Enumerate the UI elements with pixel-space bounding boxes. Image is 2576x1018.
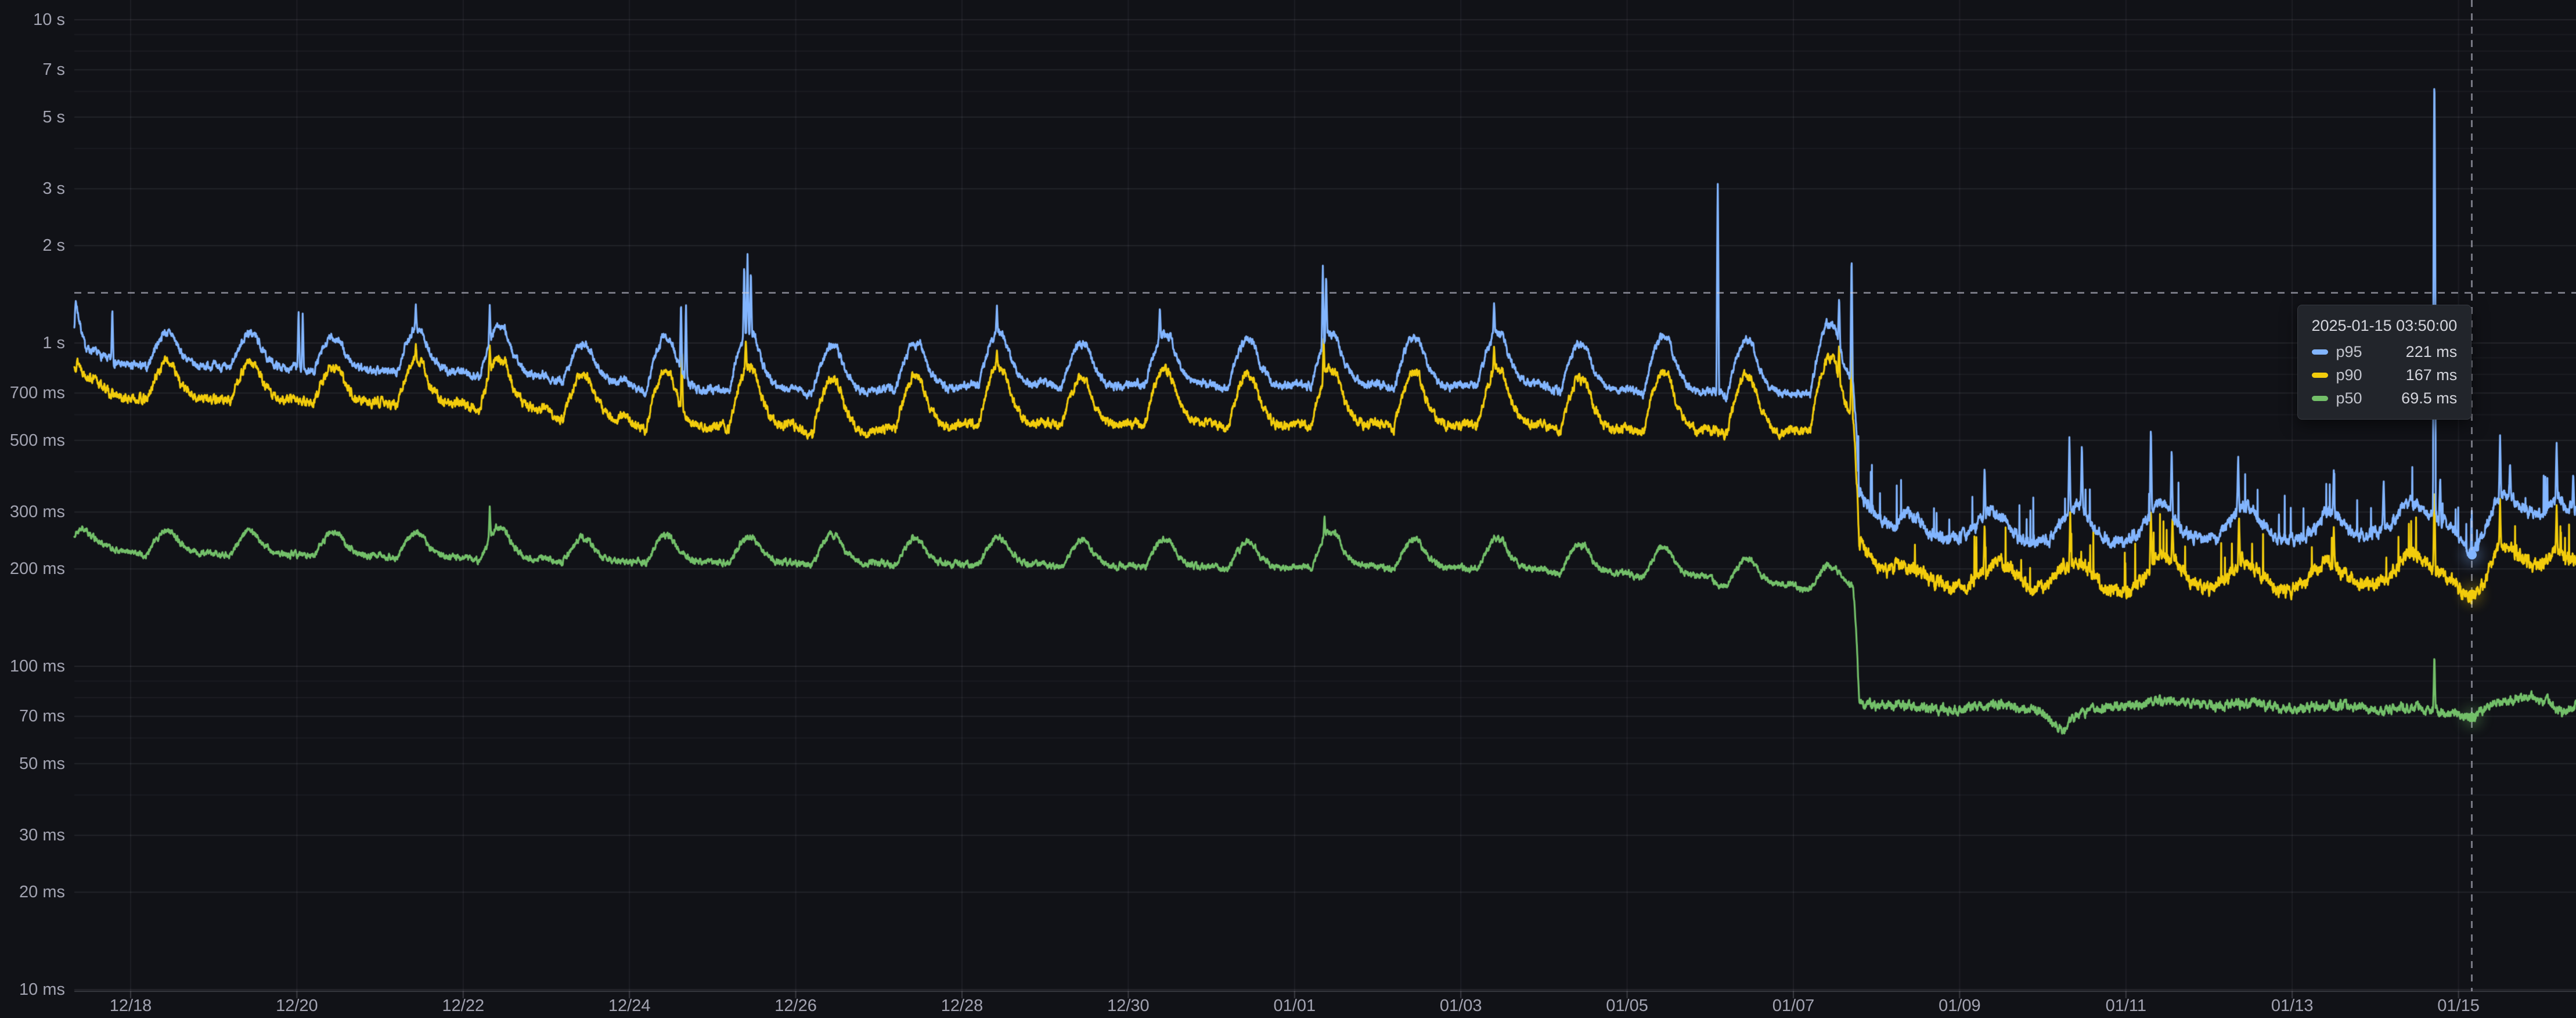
y-axis-tick-label: 300 ms xyxy=(9,503,65,522)
hover-point-p50 xyxy=(2467,713,2477,722)
tooltip-timestamp: 2025-01-15 03:50:00 xyxy=(2311,317,2458,334)
x-axis-tick-label: 12/18 xyxy=(109,997,152,1015)
x-axis-tick-label: 01/11 xyxy=(2105,997,2146,1015)
x-axis-tick-label: 12/20 xyxy=(276,997,318,1015)
tooltip: 2025-01-15 03:50:00 p95 221 ms p90 167 m… xyxy=(2297,305,2472,420)
x-axis-tick-label: 01/09 xyxy=(1939,997,1981,1015)
y-axis-tick-label: 5 s xyxy=(42,107,65,127)
series-value: 221 ms xyxy=(2405,343,2458,360)
series-color-swatch xyxy=(2311,396,2328,401)
x-axis-tick-label: 12/26 xyxy=(774,997,817,1015)
y-axis-tick-label: 200 ms xyxy=(9,559,65,579)
hover-point-p95 xyxy=(2467,550,2477,560)
y-axis-tick-label: 500 ms xyxy=(9,431,65,450)
crosshair-horizontal-line xyxy=(74,291,2576,294)
y-axis-tick-label: 7 s xyxy=(42,60,65,80)
x-axis-tick-label: 12/28 xyxy=(941,997,983,1015)
y-axis-tick-label: 100 ms xyxy=(9,657,65,676)
series-color-swatch xyxy=(2311,373,2328,378)
x-axis-tick-label: 01/15 xyxy=(2437,997,2480,1015)
series-value: 167 ms xyxy=(2405,366,2458,384)
x-axis-tick-label: 12/30 xyxy=(1107,997,1150,1015)
y-axis-tick-label: 700 ms xyxy=(9,384,65,403)
series-name: p90 xyxy=(2336,366,2362,384)
y-axis-tick-label: 30 ms xyxy=(19,826,65,845)
series-name: p95 xyxy=(2336,343,2362,360)
y-axis-tick-label: 10 ms xyxy=(19,980,65,999)
series-value: 69.5 ms xyxy=(2401,389,2458,407)
y-axis-tick-label: 50 ms xyxy=(19,754,65,773)
series-color-swatch xyxy=(2311,349,2328,355)
y-axis-tick-label: 70 ms xyxy=(19,707,65,726)
y-axis-tick-label: 1 s xyxy=(42,334,65,352)
x-axis-tick-label: 01/01 xyxy=(1273,997,1316,1015)
y-axis-tick-label: 3 s xyxy=(42,179,65,198)
x-axis-tick-label: 01/07 xyxy=(1772,997,1815,1015)
tooltip-row-p90: p90 167 ms xyxy=(2311,366,2458,384)
tooltip-row-p95: p95 221 ms xyxy=(2311,343,2458,361)
x-axis-tick-label: 01/03 xyxy=(1439,997,1482,1015)
hover-point-p90 xyxy=(2467,589,2477,599)
y-axis-tick-label: 2 s xyxy=(42,236,65,255)
tooltip-row-p50: p50 69.5 ms xyxy=(2311,389,2458,407)
series-name: p50 xyxy=(2336,389,2362,407)
y-axis-tick-label: 20 ms xyxy=(19,883,65,902)
x-axis-tick-label: 12/24 xyxy=(608,997,651,1015)
crosshair-vertical-line xyxy=(2471,0,2473,991)
x-axis-tick-label: 12/22 xyxy=(442,997,485,1015)
x-axis-tick-label: 01/05 xyxy=(1606,997,1648,1015)
x-axis-tick-label: 01/13 xyxy=(2271,997,2314,1015)
y-axis-tick-label: 10 s xyxy=(33,10,65,29)
